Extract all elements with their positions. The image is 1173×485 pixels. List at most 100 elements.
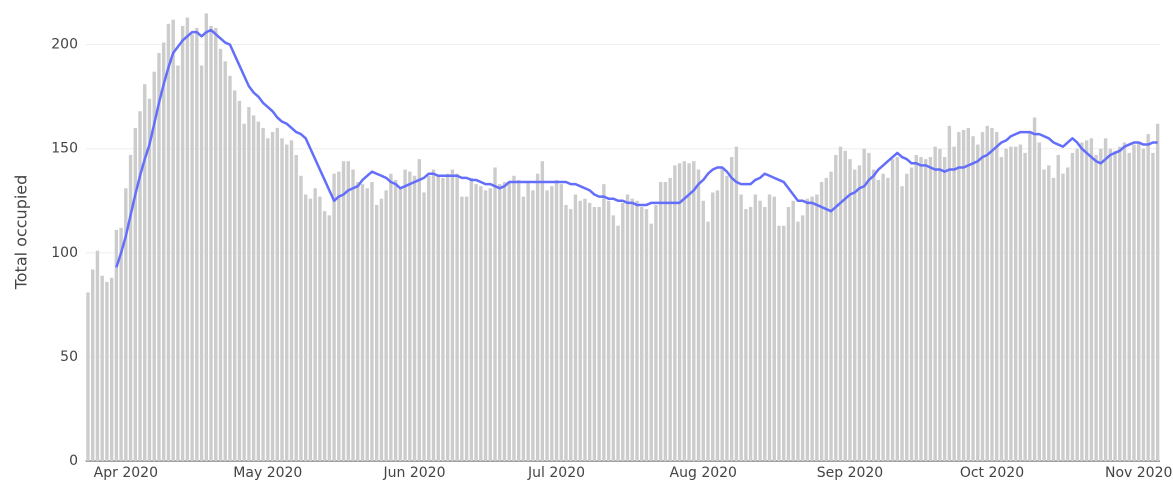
bar <box>554 179 559 462</box>
bar <box>261 127 265 461</box>
bar <box>782 225 786 461</box>
bar <box>805 198 810 461</box>
bar <box>876 179 881 462</box>
bar <box>474 184 478 462</box>
bar <box>857 165 862 461</box>
bar <box>498 184 502 462</box>
bar <box>384 190 388 461</box>
bar <box>654 204 658 461</box>
x-tick-label: Oct 2020 <box>960 465 1024 481</box>
bar <box>180 25 185 462</box>
bar <box>834 154 838 462</box>
bar <box>1155 123 1160 461</box>
bar <box>417 159 421 462</box>
bar <box>952 146 956 462</box>
x-tick-label: Nov 2020 <box>1105 465 1172 481</box>
bar <box>933 146 937 462</box>
bar <box>157 52 161 462</box>
bar <box>469 177 474 461</box>
bar <box>928 157 933 461</box>
bar <box>516 179 521 462</box>
bar <box>635 200 639 462</box>
bar <box>1127 152 1131 461</box>
bar <box>209 25 213 462</box>
bar <box>1009 146 1013 462</box>
bar <box>1032 117 1037 461</box>
bar <box>341 161 346 461</box>
bar <box>1089 138 1094 461</box>
bar <box>251 115 256 461</box>
bar <box>1061 173 1065 461</box>
bar <box>389 173 393 461</box>
bar <box>602 184 606 462</box>
bar <box>919 157 923 461</box>
bar <box>190 34 194 462</box>
bar <box>322 211 327 461</box>
bar <box>374 204 379 461</box>
bar <box>791 200 795 462</box>
bar <box>521 196 526 462</box>
bar <box>980 132 985 461</box>
bar <box>412 175 417 462</box>
bar <box>441 177 445 461</box>
bar <box>900 186 904 461</box>
bar <box>176 65 180 462</box>
bar <box>479 186 483 461</box>
bar <box>1042 169 1046 461</box>
bar <box>848 159 852 462</box>
bar <box>427 175 431 462</box>
bar <box>185 17 190 462</box>
bar <box>143 84 147 461</box>
bar <box>403 169 407 461</box>
bar <box>1004 148 1008 461</box>
bar <box>1146 134 1150 461</box>
bar <box>460 196 464 462</box>
bar <box>677 163 682 462</box>
bar <box>905 173 909 461</box>
bar <box>128 154 133 462</box>
bar <box>379 198 384 461</box>
bar <box>630 198 634 461</box>
bar <box>658 182 663 461</box>
bar <box>886 177 890 461</box>
bar <box>166 23 171 462</box>
bar <box>1084 140 1089 461</box>
bar <box>587 202 592 461</box>
bar <box>1136 142 1141 461</box>
bar <box>408 171 412 462</box>
bar <box>308 198 313 461</box>
bar <box>621 202 625 461</box>
bar <box>303 194 308 461</box>
bar <box>114 229 119 461</box>
bar <box>119 227 123 461</box>
bar <box>720 167 724 462</box>
bar <box>758 200 762 462</box>
bar <box>786 207 791 461</box>
bar <box>995 132 999 461</box>
bar <box>843 150 847 462</box>
bar <box>332 173 336 461</box>
bar <box>583 198 587 461</box>
bar <box>1018 144 1023 461</box>
x-tick-label: Apr 2020 <box>94 465 158 481</box>
bar <box>540 161 545 461</box>
bar <box>815 194 819 461</box>
bar <box>701 200 705 462</box>
bar <box>999 157 1004 461</box>
x-tick-label: Aug 2020 <box>670 465 737 481</box>
bar <box>895 157 900 461</box>
bar <box>924 159 928 462</box>
bar <box>606 200 611 462</box>
bar <box>133 127 138 461</box>
bar <box>909 167 914 462</box>
bar <box>1103 138 1108 461</box>
bar <box>124 188 128 462</box>
bar <box>346 161 350 461</box>
y-tick-label: 50 <box>60 349 78 365</box>
bar <box>1122 142 1127 461</box>
bar <box>318 196 322 462</box>
bar <box>247 107 251 461</box>
bar <box>242 123 246 461</box>
y-axis-title: Total occupied <box>12 175 31 291</box>
bar <box>597 207 601 461</box>
